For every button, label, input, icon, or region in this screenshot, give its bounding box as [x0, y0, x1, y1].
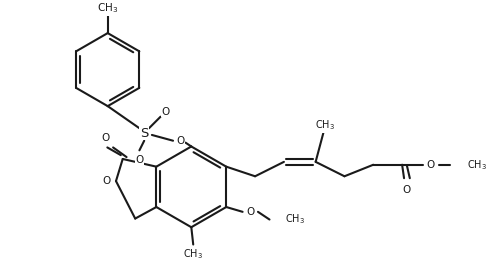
Text: CH$_3$: CH$_3$: [183, 247, 203, 261]
Text: O: O: [403, 185, 411, 195]
Text: CH$_3$: CH$_3$: [97, 1, 118, 15]
Text: O: O: [177, 136, 185, 146]
Text: O: O: [135, 155, 144, 165]
Text: O: O: [102, 176, 111, 186]
Text: S: S: [140, 126, 149, 140]
Text: O: O: [101, 133, 110, 143]
Text: CH$_3$: CH$_3$: [315, 118, 335, 132]
Text: CH$_3$: CH$_3$: [467, 158, 488, 172]
Text: O: O: [161, 107, 169, 117]
Text: O: O: [246, 207, 254, 217]
Text: O: O: [427, 160, 435, 170]
Text: CH$_3$: CH$_3$: [285, 213, 305, 226]
